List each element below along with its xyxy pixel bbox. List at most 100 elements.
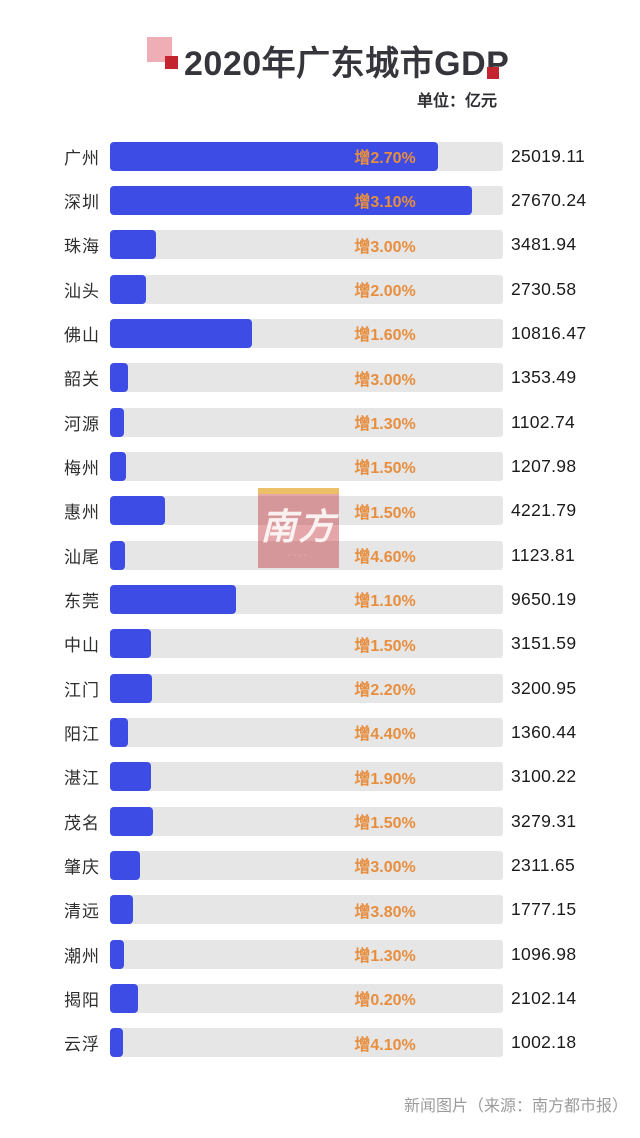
chart-rows: 广州 增2.70% 25019.11 深圳 增3.10% 27670.24 珠海… (0, 134, 640, 1065)
growth-label: 增1.50% (354, 815, 416, 833)
growth-label: 增1.10% (354, 593, 416, 611)
chart-row: 肇庆 增3.00% 2311.65 (0, 843, 640, 887)
chart-row: 佛山 增1.60% 10816.47 (0, 311, 640, 355)
bar-track: 增3.00% (110, 850, 503, 880)
gdp-value: 3100.22 (511, 766, 577, 787)
bar-track: 增1.10% (110, 584, 503, 614)
gdp-value: 1360.44 (511, 721, 577, 742)
city-label: 中山 (64, 636, 100, 656)
city-label: 广州 (64, 148, 100, 168)
chart-row: 惠州 增1.50% 4221.79 (0, 489, 640, 533)
city-label: 韶关 (64, 370, 100, 390)
gdp-bar (110, 363, 128, 393)
chart-row: 潮州 增1.30% 1096.98 (0, 932, 640, 976)
watermark-logo: 南方 ···· (258, 488, 339, 568)
growth-label: 增1.60% (354, 327, 416, 345)
growth-label: 增3.00% (354, 371, 416, 389)
chart-row: 东莞 增1.10% 9650.19 (0, 577, 640, 621)
growth-label: 增4.60% (354, 549, 416, 567)
city-label: 阳江 (64, 724, 100, 744)
gdp-bar (110, 629, 152, 659)
city-label: 肇庆 (64, 857, 100, 877)
growth-label: 增3.80% (354, 903, 416, 921)
chart-row: 汕尾 增4.60% 1123.81 (0, 533, 640, 577)
bar-track: 增1.60% (110, 318, 503, 348)
city-label: 云浮 (64, 1035, 100, 1055)
city-label: 汕头 (64, 281, 100, 301)
gdp-bar (110, 850, 141, 880)
bar-track: 增1.30% (110, 407, 503, 437)
growth-label: 增4.10% (354, 1036, 416, 1054)
gdp-value: 10816.47 (511, 322, 587, 343)
gdp-value: 1102.74 (511, 411, 576, 432)
bar-track: 增2.00% (110, 274, 503, 304)
city-label: 茂名 (64, 813, 100, 833)
city-label: 湛江 (64, 769, 100, 789)
gdp-value: 1207.98 (511, 455, 577, 476)
bar-track: 增3.80% (110, 895, 503, 925)
gdp-value: 2102.14 (511, 987, 577, 1008)
gdp-bar (110, 451, 126, 481)
gdp-bar (110, 318, 252, 348)
gdp-value: 27670.24 (511, 189, 587, 210)
gdp-bar (110, 141, 438, 171)
gdp-bar (110, 185, 473, 215)
growth-label: 增1.30% (354, 948, 416, 966)
chart-row: 珠海 增3.00% 3481.94 (0, 223, 640, 267)
bar-track: 增1.90% (110, 762, 503, 792)
bar-track: 增2.20% (110, 673, 503, 703)
growth-label: 增4.40% (354, 726, 416, 744)
bar-track: 增2.70% (110, 141, 503, 171)
city-label: 江门 (64, 680, 100, 700)
unit-label: 单位：亿元 (416, 93, 497, 110)
gdp-value: 3481.94 (511, 234, 577, 255)
gdp-bar (110, 983, 138, 1013)
gdp-value: 25019.11 (511, 145, 586, 166)
city-label: 河源 (64, 414, 100, 434)
city-label: 惠州 (64, 503, 100, 523)
growth-label: 增1.90% (354, 770, 416, 788)
gdp-bar (110, 673, 152, 703)
chart-row: 韶关 增3.00% 1353.49 (0, 356, 640, 400)
chart-row: 茂名 增1.50% 3279.31 (0, 799, 640, 843)
chart-row: 清远 增3.80% 1777.15 (0, 888, 640, 932)
gdp-value: 2730.58 (511, 278, 577, 299)
gdp-bar (110, 717, 128, 747)
bar-track: 增4.40% (110, 717, 503, 747)
gdp-bar (110, 496, 166, 526)
chart-row: 湛江 增1.90% 3100.22 (0, 755, 640, 799)
chart-row: 中山 增1.50% 3151.59 (0, 622, 640, 666)
watermark-top-strip (258, 488, 339, 494)
growth-label: 增3.00% (354, 238, 416, 256)
bar-track: 增1.50% (110, 806, 503, 836)
city-label: 东莞 (64, 591, 100, 611)
growth-label: 增1.30% (354, 416, 416, 434)
gdp-bar (110, 230, 156, 260)
city-label: 梅州 (64, 458, 100, 478)
growth-label: 增1.50% (354, 460, 416, 478)
gdp-bar (110, 806, 153, 836)
chart-row: 广州 增2.70% 25019.11 (0, 134, 640, 178)
city-label: 汕尾 (64, 547, 100, 567)
gdp-bar (110, 407, 125, 437)
city-label: 揭阳 (64, 990, 100, 1010)
growth-label: 增1.50% (354, 504, 416, 522)
gdp-value: 3200.95 (511, 677, 577, 698)
gdp-bar (110, 540, 125, 570)
growth-label: 增3.00% (354, 859, 416, 877)
city-label: 佛山 (64, 325, 100, 345)
chart-row: 江门 增2.20% 3200.95 (0, 666, 640, 710)
gdp-bar (110, 762, 151, 792)
source-caption: 新闻图片（来源：南方都市报） (403, 1098, 628, 1115)
growth-label: 增2.20% (354, 682, 416, 700)
gdp-value: 1777.15 (511, 899, 577, 920)
chart-row: 汕头 增2.00% 2730.58 (0, 267, 640, 311)
chart-row: 梅州 增1.50% 1207.98 (0, 444, 640, 488)
chart-row: 云浮 增4.10% 1002.18 (0, 1021, 640, 1065)
bar-track: 增3.10% (110, 185, 503, 215)
gdp-value: 4221.79 (511, 500, 577, 521)
gdp-value: 1096.98 (511, 943, 577, 964)
gdp-bar (110, 584, 237, 614)
bar-track: 增3.00% (110, 363, 503, 393)
